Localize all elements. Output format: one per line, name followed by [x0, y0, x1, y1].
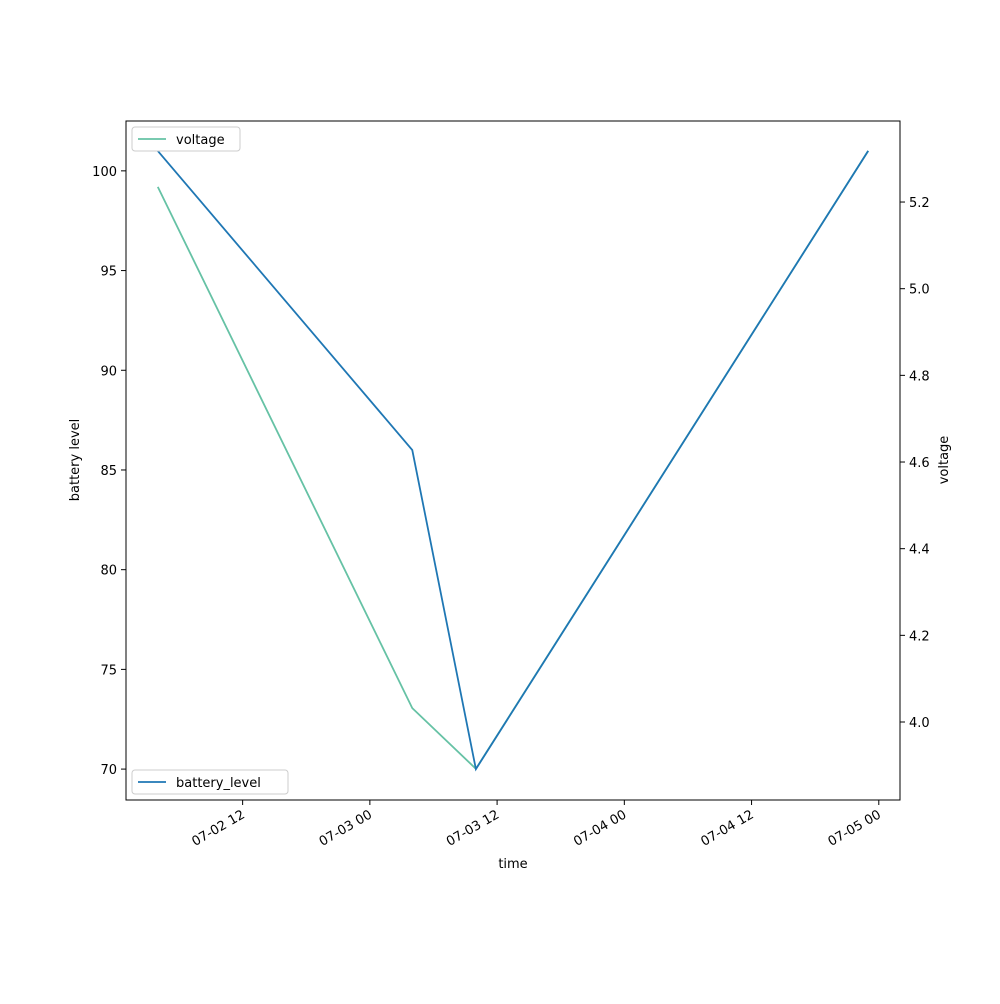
- x-axis-label: time: [498, 857, 527, 872]
- y-tick-label: 70: [100, 763, 117, 778]
- legend-label: voltage: [176, 133, 225, 148]
- y-tick-label: 100: [92, 165, 117, 180]
- y2-tick-label: 5.0: [909, 283, 930, 298]
- y2-axis-label: voltage: [937, 436, 952, 485]
- y-tick-label: 95: [100, 265, 117, 280]
- y2-tick-label: 4.4: [909, 543, 930, 558]
- plot-frame: [125, 120, 901, 801]
- y-tick-label: 85: [100, 464, 117, 479]
- legend-label: battery_level: [176, 776, 261, 791]
- y-tick-label: 90: [100, 364, 117, 379]
- y2-tick-label: 4.2: [909, 629, 930, 644]
- y-axis-label: battery level: [68, 419, 83, 502]
- legend: voltage: [131, 126, 241, 152]
- y2-tick-label: 5.2: [909, 196, 930, 211]
- legend-box: [131, 769, 289, 795]
- line-series: [157, 150, 869, 772]
- legend: battery_level: [131, 769, 289, 795]
- legend-box: [131, 126, 241, 152]
- y-tick-label: 80: [100, 564, 117, 579]
- y2-tick-label: 4.8: [909, 369, 930, 384]
- y2-tick-label: 4.0: [909, 716, 930, 731]
- y2-tick-label: 4.6: [909, 456, 930, 471]
- y-tick-label: 75: [100, 663, 117, 678]
